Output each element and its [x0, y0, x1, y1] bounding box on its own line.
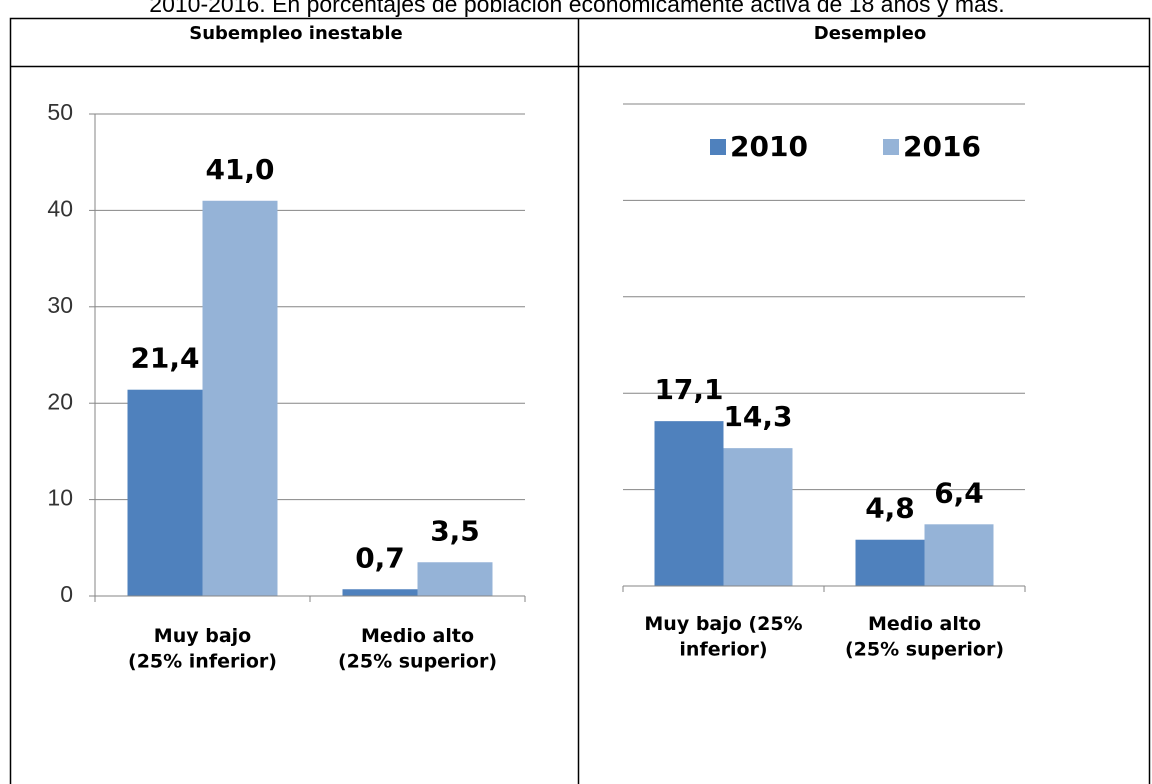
column-header: Desempleo [814, 23, 926, 44]
bar [723, 448, 793, 586]
column-header: Subempleo inestable [189, 23, 402, 44]
table-border [9, 17, 1151, 784]
bar [855, 539, 925, 586]
y-tick-label: 20 [47, 388, 73, 414]
data-label: 4,8 [865, 492, 915, 525]
x-tick-label: Muy bajo (25% inferior) [644, 613, 802, 661]
x-tick-label: Medio alto (25% superior) [845, 613, 1004, 661]
data-label: 6,4 [934, 476, 984, 509]
caption: 2010-2016. En porcentajes de población e… [149, 0, 1004, 17]
legend-label: 2010 [730, 130, 808, 163]
legend-swatch [710, 139, 726, 155]
bar [202, 200, 278, 596]
data-label: 14,3 [723, 400, 792, 433]
legend-swatch [883, 139, 899, 155]
x-tick-label: Muy bajo (25% inferior) [128, 625, 277, 673]
bar [342, 589, 418, 596]
y-tick-label: 30 [47, 292, 73, 318]
bar [417, 562, 493, 596]
y-tick-label: 0 [60, 581, 73, 607]
data-label: 0,7 [355, 541, 405, 574]
data-label: 3,5 [430, 514, 480, 547]
data-label: 21,4 [130, 342, 199, 375]
data-label: 41,0 [205, 153, 274, 186]
data-label: 17,1 [654, 373, 723, 406]
bar [127, 389, 203, 596]
bar [654, 421, 724, 586]
legend-label: 2016 [903, 130, 981, 163]
bar [924, 524, 994, 586]
y-tick-label: 50 [47, 99, 73, 125]
y-tick-label: 10 [47, 485, 73, 511]
y-tick-label: 40 [47, 195, 73, 221]
x-tick-label: Medio alto (25% superior) [338, 625, 497, 673]
